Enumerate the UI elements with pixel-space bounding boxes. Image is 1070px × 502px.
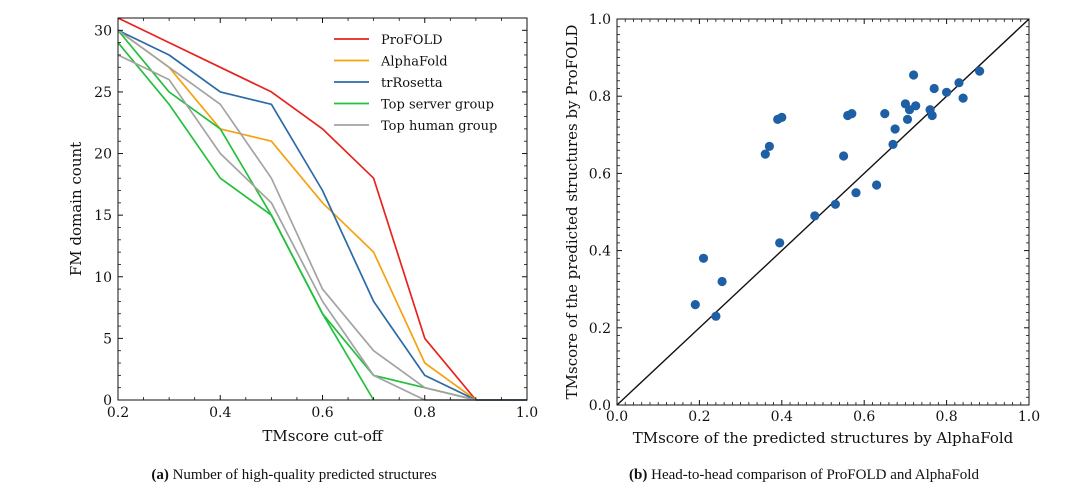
x-tick-label: 0.4 [209, 405, 231, 421]
scatter-chart-panel: 0.0 0.2 0.4 0.6 0.8 1.0 0.0 0.2 0.4 0.6 0.8 1.0 TMs… [563, 12, 1040, 447]
scatter-point [975, 66, 985, 76]
x-tick-label: 0.8 [414, 405, 436, 421]
x-tick-label: 1.0 [1018, 409, 1040, 425]
scatter-point [810, 211, 820, 221]
series-line-5 [117, 54, 476, 401]
caption-a-tag: (a) [151, 467, 169, 483]
scatter-point [830, 199, 841, 209]
x-tick-label: 0.6 [853, 409, 875, 425]
scatter-points-group [690, 66, 985, 321]
caption-a-text: Number of high-quality predicted structu… [173, 467, 437, 483]
series-line-0 [117, 17, 527, 401]
caption-b: (b) Head-to-head comparison of ProFOLD a… [629, 467, 979, 483]
y-tick-label: 1.0 [589, 12, 611, 28]
line-chart-panel: 0.2 0.4 0.6 0.8 1.0 0 5 10 15 20 25 30 TMscore cut-… [67, 17, 538, 445]
scatter-point [775, 238, 785, 248]
x-tick-label: 0.4 [771, 409, 793, 425]
legend: ProFOLD AlphaFold trRosetta Top server grou… [334, 33, 497, 134]
y-axis-label: TMscore of the predicted structures by P… [563, 25, 581, 400]
scatter-point [690, 300, 700, 310]
scatter-point [711, 311, 721, 321]
y-tick-label: 0.6 [589, 166, 611, 182]
scatter-point [777, 112, 787, 122]
y-tick-label: 15 [94, 208, 112, 224]
scatter-point [942, 87, 952, 97]
diagonal-reference-line [616, 18, 1030, 406]
series-line-4 [117, 29, 477, 401]
legend-label: ProFOLD [381, 33, 443, 48]
scatter-point [890, 124, 900, 134]
scatter-point [927, 110, 937, 121]
y-axis-label: FM domain count [67, 142, 85, 276]
scatter-point [760, 149, 770, 159]
caption-b-text: Head-to-head comparison of ProFOLD and A… [651, 467, 979, 483]
x-tick-label: 0.6 [311, 405, 333, 421]
x-axis-label: TMscore of the predicted structures by A… [633, 429, 1014, 447]
caption-b-tag: (b) [629, 467, 647, 483]
scatter-point [911, 101, 921, 111]
y-tick-label: 25 [94, 85, 112, 101]
scatter-point [958, 93, 968, 103]
tick-marks [616, 18, 1030, 406]
x-tick-label: 1.0 [516, 405, 538, 421]
y-tick-label: 10 [94, 270, 112, 286]
series-line-6 [117, 29, 477, 401]
y-tick-label: 0.0 [589, 398, 611, 414]
scatter-point [888, 139, 898, 149]
scatter-point [717, 276, 727, 287]
caption-a: (a) Number of high-quality predicted str… [151, 467, 437, 483]
legend-label: Top human group [381, 119, 497, 134]
x-tick-label: 0.2 [688, 409, 710, 425]
scatter-point [839, 151, 849, 161]
x-axis-label: TMscore cut-off [262, 427, 383, 445]
scatter-point [698, 253, 709, 263]
series-line-2 [117, 29, 527, 401]
y-tick-label: 0.4 [589, 244, 611, 260]
y-tick-label: 0.2 [589, 321, 611, 337]
line-series-group [117, 17, 527, 401]
x-tick-label: 0.8 [935, 409, 957, 425]
y-tick-label: 0.8 [589, 89, 611, 105]
scatter-point [764, 141, 775, 151]
tick-marks [117, 18, 528, 401]
scatter-point [872, 180, 882, 190]
tick-labels: 0.0 0.2 0.4 0.6 0.8 1.0 0.0 0.2 0.4 0.6 0.8 1.0 [589, 12, 1040, 425]
y-tick-label: 0 [103, 393, 112, 409]
legend-label: trRosetta [381, 76, 443, 91]
series-line-1 [117, 29, 527, 401]
scatter-point [847, 109, 857, 119]
scatter-point [880, 109, 890, 119]
tick-labels: 0.2 0.4 0.6 0.8 1.0 0 5 10 15 20 25 30 [94, 23, 538, 421]
legend-label: Top server group [381, 98, 494, 113]
scatter-point [909, 70, 919, 80]
scatter-point [954, 78, 964, 88]
x-tick-label: 0.0 [606, 409, 628, 425]
y-tick-label: 30 [94, 23, 112, 39]
series-line-3 [117, 42, 375, 401]
scatter-point [929, 83, 939, 94]
scatter-point [851, 188, 861, 198]
x-tick-label: 0.2 [107, 405, 129, 421]
y-tick-label: 5 [103, 331, 112, 347]
legend-label: AlphaFold [380, 55, 448, 70]
scatter-point [902, 114, 913, 124]
y-tick-label: 20 [94, 147, 112, 163]
